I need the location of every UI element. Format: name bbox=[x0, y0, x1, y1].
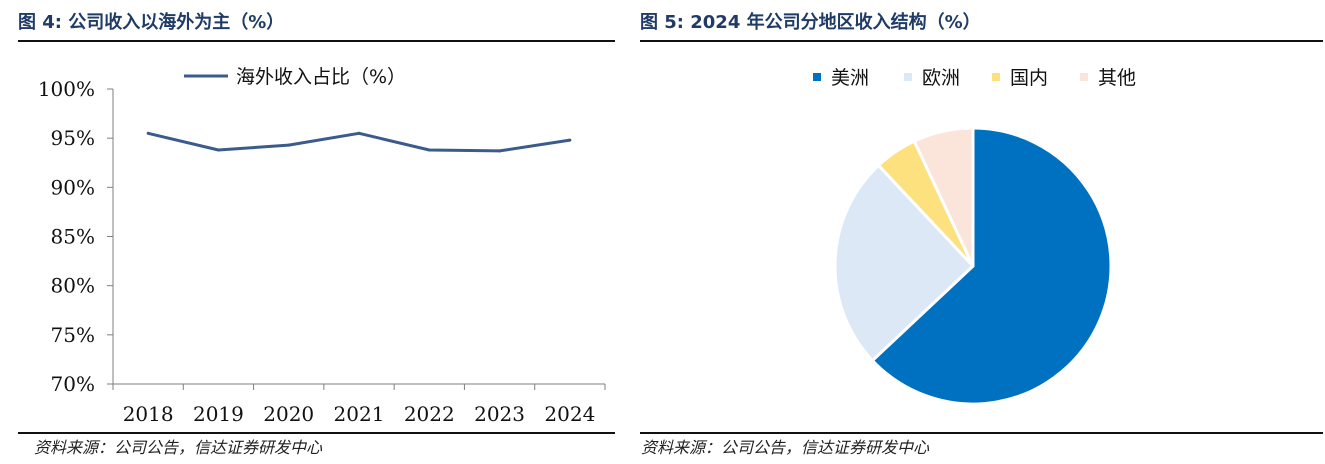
x-tick-label: 2018 bbox=[123, 402, 174, 426]
legend-swatch bbox=[1080, 73, 1088, 81]
x-tick-label: 2021 bbox=[334, 402, 385, 426]
legend-swatch bbox=[992, 73, 1000, 81]
x-tick-label: 2023 bbox=[474, 402, 525, 426]
right-source-note: 资料来源：公司公告，信达证券研发中心 bbox=[641, 438, 930, 457]
pie-slice bbox=[870, 126, 1113, 406]
legend-label: 其他 bbox=[1098, 67, 1136, 89]
left-top-rule bbox=[18, 40, 615, 42]
right-bottom-rule bbox=[640, 432, 1323, 434]
legend-label: 欧洲 bbox=[922, 67, 960, 89]
y-tick-label: 70% bbox=[51, 372, 95, 396]
x-tick-label: 2024 bbox=[544, 402, 595, 426]
x-tick-label: 2020 bbox=[263, 402, 314, 426]
y-tick-label: 75% bbox=[51, 323, 95, 347]
left-bottom-rule bbox=[18, 432, 615, 434]
left-figure-title: 图 4: 公司收入以海外为主（%） bbox=[18, 12, 285, 33]
legend-swatch bbox=[904, 73, 912, 81]
y-tick-label: 95% bbox=[51, 126, 95, 150]
y-tick-label: 80% bbox=[51, 274, 95, 298]
data-point bbox=[146, 131, 150, 135]
y-tick-label: 90% bbox=[51, 175, 95, 199]
y-tick-label: 85% bbox=[51, 225, 95, 249]
legend-label: 海外收入占比（%） bbox=[236, 66, 406, 88]
data-point bbox=[427, 148, 431, 152]
pie-slice bbox=[912, 126, 975, 268]
x-tick-label: 2022 bbox=[404, 402, 455, 426]
data-point bbox=[357, 131, 361, 135]
data-point bbox=[287, 143, 291, 147]
data-point bbox=[568, 138, 572, 142]
legend-swatch bbox=[813, 73, 821, 81]
right-top-rule bbox=[640, 40, 1323, 42]
right-figure-title: 图 5: 2024 年公司分地区收入结构（%） bbox=[640, 12, 981, 33]
data-point bbox=[498, 149, 502, 153]
x-tick-label: 2019 bbox=[193, 402, 244, 426]
legend-label: 美洲 bbox=[831, 67, 869, 89]
left-source-note: 资料来源：公司公告，信达证券研发中心 bbox=[34, 438, 323, 457]
data-point bbox=[216, 148, 220, 152]
y-tick-label: 100% bbox=[38, 77, 95, 101]
pie-slice bbox=[833, 163, 975, 362]
pie-chart: 美洲 欧洲 国内 其他 bbox=[813, 67, 1136, 406]
line-chart: 100% 95% 90% 85% 80% 75% 70% 2018 2019 2020 2021 20… bbox=[38, 66, 606, 426]
legend-label: 国内 bbox=[1010, 67, 1048, 89]
